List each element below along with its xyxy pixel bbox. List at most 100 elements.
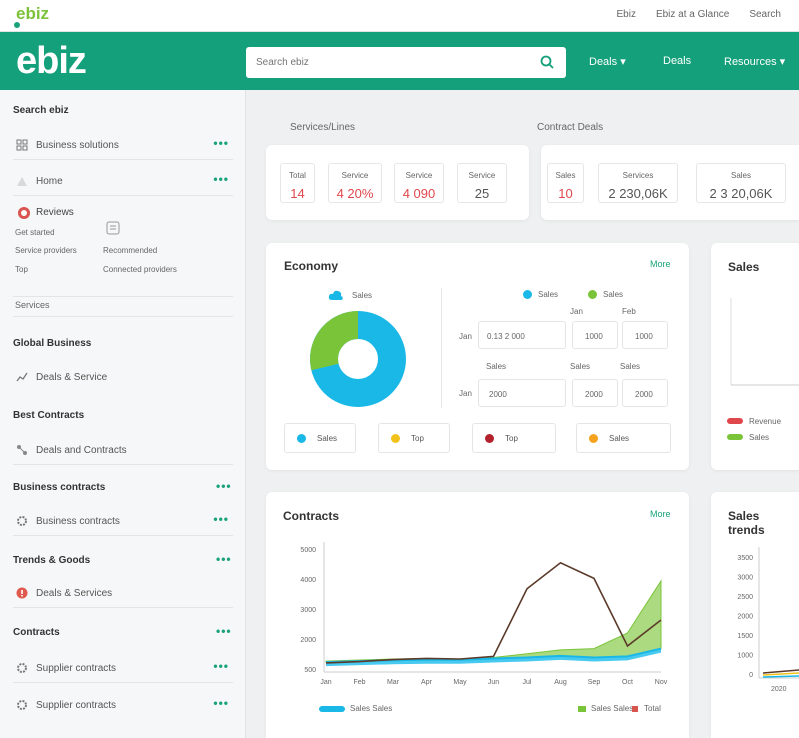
economy-more-link[interactable]: More <box>650 259 671 269</box>
legend-swatch-red <box>632 706 638 712</box>
cell-text: 2000 <box>635 390 653 399</box>
series-line-total <box>325 561 662 664</box>
sidebar-item-trends[interactable]: Deals & Services <box>13 578 233 608</box>
more-icon[interactable]: ••• <box>216 479 232 493</box>
sidebar-item-label: Deals and Contracts <box>36 445 127 456</box>
stat-title: Total <box>289 171 306 180</box>
sidebar-section-title: Trends & Goods <box>13 555 91 566</box>
value-cell: 2000 <box>572 379 618 407</box>
contracts-more-link[interactable]: More <box>650 509 671 519</box>
value-cell: 1000 <box>572 321 618 349</box>
sidebar-item-reviews[interactable]: Reviews <box>36 207 74 218</box>
sidebar-item-label: Business contracts <box>36 516 120 527</box>
sidebar-item-supplier-1[interactable]: Supplier contracts ••• <box>13 653 233 683</box>
more-icon[interactable]: ••• <box>213 696 229 710</box>
stat-title: Services <box>622 171 654 180</box>
top-link-2[interactable]: Ebiz at a Glance <box>655 9 730 20</box>
cell-text: 0.13 2 000 <box>487 332 525 341</box>
sidebar-services[interactable]: Services <box>15 300 50 310</box>
x-tick-label: Jun <box>488 679 499 686</box>
chip-label: Top <box>505 434 518 443</box>
y-tick-label: 4000 <box>300 577 316 584</box>
sidebar-item-business-contracts[interactable]: Business contracts ••• <box>13 506 233 536</box>
divider <box>13 316 233 317</box>
donut-chart <box>310 311 406 407</box>
stat-tile[interactable]: Sales 2 3 20,06K <box>696 163 786 203</box>
sales-trends-chart: 3500 3000 2500 2000 1500 1000 0 2020 <box>737 547 799 693</box>
x-tick-label: Aug <box>554 679 567 686</box>
top-links: Ebiz Ebiz at a Glance Search <box>616 9 781 20</box>
sidebar-sub-1[interactable]: Get started <box>15 228 55 237</box>
more-icon[interactable]: ••• <box>213 659 229 673</box>
sidebar-section-title: Business contracts <box>13 482 106 493</box>
x-tick-label: Nov <box>655 679 668 686</box>
more-icon[interactable]: ••• <box>213 136 229 150</box>
sidebar-item-home[interactable]: Home ••• <box>13 166 233 196</box>
sidebar-item-business[interactable]: Business solutions ••• <box>13 130 233 160</box>
search-icon[interactable] <box>540 55 554 69</box>
sidebar-item-supplier-2[interactable]: Supplier contracts ••• <box>13 690 233 720</box>
reviews-icon <box>18 207 30 219</box>
dot-orange <box>589 434 598 443</box>
brand-logo[interactable]: ebiz <box>16 40 87 82</box>
stat-tile[interactable]: Sales 10 <box>547 163 584 203</box>
nav-resources-label: Resources <box>724 56 777 68</box>
sidebar-item-deals[interactable]: Deals & Service <box>13 362 233 392</box>
gear-icon <box>17 700 27 710</box>
legend-chip[interactable]: Top <box>378 423 450 453</box>
legend-swatch-green <box>727 434 743 440</box>
chip-label: Top <box>411 434 424 443</box>
col-header-2: Feb <box>622 307 636 316</box>
x-tick-label: Jan <box>320 679 331 686</box>
sidebar-item-contracts[interactable]: Deals and Contracts <box>13 435 233 465</box>
sidebar-item-label: Supplier contracts <box>36 663 117 674</box>
sidebar-section-title: Search ebiz <box>13 105 69 116</box>
alert-icon <box>16 587 28 599</box>
legend-chip[interactable]: Sales <box>576 423 671 453</box>
more-icon[interactable]: ••• <box>216 624 232 638</box>
header-bar: ebiz Deals ▾ Deals Resources ▾ <box>0 32 799 90</box>
sales-trends-card: Sales trends 3500 3000 2500 2000 1500 1000 0 20… <box>711 492 799 738</box>
stats-card-right: Sales 10 Services 2 230,06K Sales 2 3 20,06… <box>541 145 799 220</box>
nav-deals-2[interactable]: Deals <box>663 55 692 67</box>
sidebar-item-label: Deals & Service <box>36 372 108 383</box>
stat-value: 2 3 20,06K <box>709 186 773 201</box>
more-icon[interactable]: ••• <box>213 512 229 526</box>
legend-label: Sales Sales <box>591 704 634 713</box>
stat-tile[interactable]: Service 4 20% <box>328 163 382 203</box>
stats-right-title: Contract Deals <box>537 122 604 133</box>
series-area-green <box>325 579 662 663</box>
search-box <box>246 47 566 78</box>
gear-icon <box>17 663 27 673</box>
more-icon[interactable]: ••• <box>213 172 229 186</box>
stat-tile[interactable]: Service 25 <box>457 163 507 203</box>
top-link-1[interactable]: Ebiz <box>616 9 636 20</box>
sidebar-reviews-group: Reviews Get started Service providers Re… <box>13 202 233 297</box>
legend-chip[interactable]: Sales <box>284 423 356 453</box>
nav-deals[interactable]: Deals ▾ <box>589 55 626 68</box>
nav-deals-label: Deals <box>589 56 618 68</box>
stat-tile[interactable]: Services 2 230,06K <box>598 163 678 203</box>
stat-tile[interactable]: Service 4 090 <box>394 163 444 203</box>
sidebar-item-label: Business solutions <box>36 140 119 151</box>
stat-value: 25 <box>474 186 490 201</box>
sidebar-sub-2[interactable]: Service providers <box>15 246 77 255</box>
mini-logo[interactable]: ebiz <box>14 4 49 28</box>
more-icon[interactable]: ••• <box>216 552 232 566</box>
legend-chip[interactable]: Top <box>472 423 556 453</box>
sidebar-sub-5[interactable]: Connected providers <box>103 265 177 274</box>
stat-tile[interactable]: Total 14 <box>280 163 315 203</box>
sales-trends-title: Sales trends <box>728 509 765 537</box>
logo-dot <box>14 22 20 28</box>
sidebar-sub-3[interactable]: Recommended <box>103 246 158 255</box>
sidebar-item-label: Deals & Services <box>36 588 113 599</box>
x-tick-label: May <box>453 679 467 686</box>
y-tick-label: 2000 <box>300 637 316 644</box>
top-link-3[interactable]: Search <box>749 9 781 20</box>
sidebar: Search ebiz Business solutions ••• Home … <box>0 90 246 738</box>
sidebar-sub-4[interactable]: Top <box>15 265 28 274</box>
nav-resources[interactable]: Resources ▾ <box>724 55 785 68</box>
col-header-1: Jan <box>570 307 583 316</box>
y-tick-label: 2500 <box>737 594 753 601</box>
search-input[interactable] <box>246 47 526 78</box>
